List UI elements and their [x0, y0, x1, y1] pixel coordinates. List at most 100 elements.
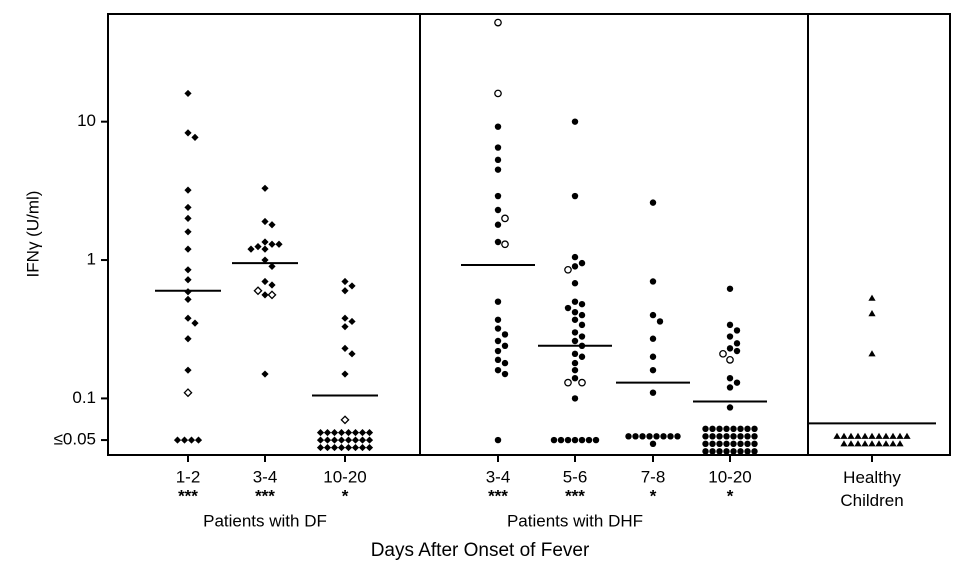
data-point — [737, 433, 744, 440]
data-point — [868, 440, 876, 447]
data-point — [501, 331, 509, 338]
data-point — [268, 221, 276, 229]
data-point — [716, 433, 723, 440]
data-point — [578, 300, 586, 308]
data-point — [494, 89, 502, 98]
data-point — [340, 415, 350, 425]
data-point — [653, 433, 660, 440]
data-point — [882, 432, 890, 439]
data-point — [261, 184, 269, 192]
significance: * — [727, 486, 734, 505]
data-point — [341, 323, 349, 331]
data-point — [564, 265, 572, 274]
data-point — [261, 291, 269, 299]
data-point — [726, 374, 734, 382]
data-point — [571, 395, 579, 402]
data-point — [571, 350, 579, 358]
data-point — [571, 359, 579, 367]
data-point — [571, 253, 579, 261]
data-point — [184, 203, 192, 212]
data-point — [358, 428, 367, 437]
data-point — [861, 440, 869, 447]
data-point — [494, 144, 502, 151]
data-point — [896, 440, 904, 447]
data-point — [183, 388, 193, 398]
x-tick-label: 10-20 — [708, 467, 751, 486]
data-point — [868, 294, 876, 301]
data-point — [348, 282, 356, 290]
data-point — [184, 266, 192, 274]
data-point — [875, 440, 883, 447]
y-tick-label: 0.1 — [72, 388, 96, 407]
data-point — [578, 259, 586, 267]
data-point — [494, 298, 502, 305]
data-point — [501, 359, 509, 367]
data-point — [716, 448, 723, 455]
data-point — [649, 440, 657, 448]
data-point — [184, 214, 192, 222]
data-point — [578, 378, 586, 387]
data-point — [494, 366, 502, 374]
data-point — [726, 384, 734, 391]
data-point — [365, 428, 374, 437]
data-point — [191, 133, 199, 141]
data-point — [840, 432, 848, 439]
data-point — [571, 298, 579, 305]
data-point — [494, 166, 502, 173]
data-point — [726, 355, 734, 364]
panel-label: Patients with DHF — [507, 511, 643, 530]
data-point — [656, 318, 664, 325]
data-point — [868, 350, 876, 357]
data-point — [726, 333, 734, 340]
data-point — [187, 436, 196, 444]
data-point — [268, 262, 276, 270]
data-point — [833, 432, 841, 439]
data-point — [744, 425, 751, 433]
data-point — [337, 436, 346, 444]
data-point — [578, 333, 586, 340]
significance: * — [342, 486, 349, 505]
data-point — [341, 314, 349, 322]
data-point — [726, 345, 734, 352]
data-point — [184, 314, 192, 322]
data-point — [184, 89, 192, 98]
data-point — [578, 311, 586, 319]
data-point — [494, 356, 502, 364]
data-point — [649, 278, 657, 285]
y-axis-title: IFNγ (U/ml) — [23, 191, 42, 278]
data-point — [730, 433, 737, 440]
data-point — [261, 238, 269, 246]
data-point — [578, 321, 586, 329]
data-point — [184, 288, 192, 296]
data-point — [571, 329, 579, 336]
data-point — [351, 428, 360, 437]
data-point — [660, 433, 667, 440]
x-tick-label: Healthy Children — [840, 468, 904, 510]
data-point — [882, 440, 890, 447]
data-point — [649, 199, 657, 206]
data-point — [184, 295, 192, 303]
data-point — [571, 192, 579, 200]
data-point — [564, 304, 572, 312]
data-point — [571, 308, 579, 316]
y-tick-label: ≤0.05 — [54, 430, 96, 449]
data-point — [494, 316, 502, 323]
data-point — [875, 432, 883, 439]
data-point — [903, 432, 911, 439]
data-point — [268, 240, 276, 248]
data-point — [730, 425, 737, 433]
data-point — [323, 428, 332, 437]
data-point — [323, 443, 332, 452]
data-point — [254, 243, 262, 251]
data-point — [861, 432, 869, 439]
data-point — [261, 256, 269, 264]
data-point — [501, 214, 509, 223]
data-point — [578, 436, 586, 444]
data-point — [744, 433, 751, 440]
data-point — [348, 317, 356, 326]
data-point — [501, 240, 509, 249]
data-point — [365, 443, 374, 452]
data-point — [896, 432, 904, 439]
x-axis-title: Days After Onset of Fever — [371, 540, 590, 561]
data-point — [649, 366, 657, 374]
